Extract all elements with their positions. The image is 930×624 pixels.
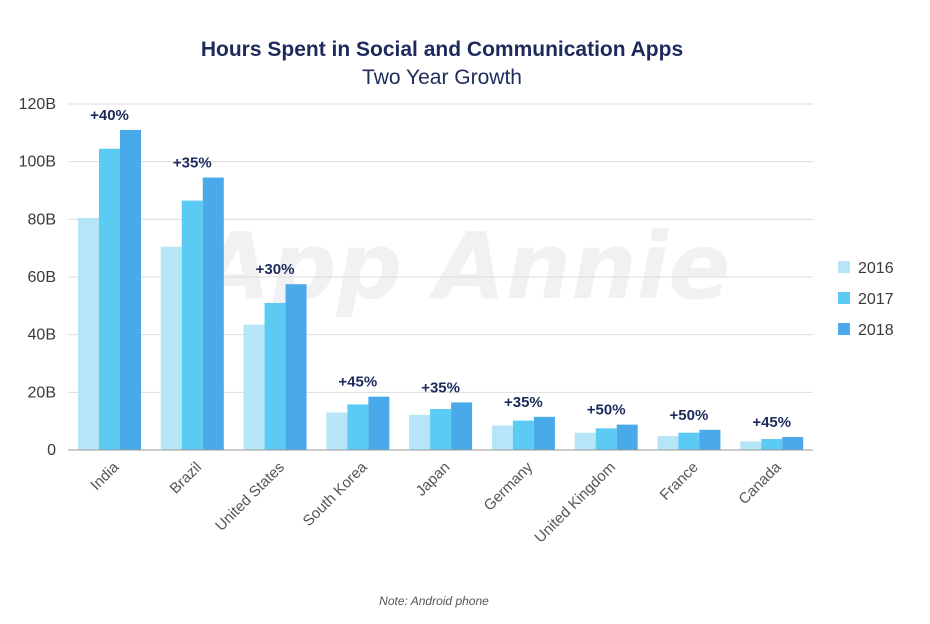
y-tick-label: 100B	[19, 154, 56, 171]
x-tick-label: Canada	[735, 458, 785, 508]
x-axis-labels: India Brazil United States South Korea Japan…	[87, 458, 785, 546]
growth-label: +35%	[421, 379, 460, 396]
watermark: App Annie	[193, 213, 730, 320]
chart-subtitle: Two Year Growth	[362, 66, 522, 89]
bar-2016	[574, 432, 596, 450]
bar-2017	[761, 439, 783, 450]
bar-2017	[595, 428, 617, 450]
y-tick-label: 0	[47, 442, 56, 459]
x-tick-label: India	[87, 458, 122, 493]
x-tick-label: Germany	[481, 458, 537, 514]
x-tick-label: United Kingdom	[532, 459, 619, 546]
legend-label: 2018	[858, 322, 894, 339]
y-tick-label: 120B	[19, 96, 56, 113]
bar-2017	[347, 404, 369, 450]
y-axis-ticks: 0 20B 40B 60B 80B 100B 120B	[19, 96, 56, 459]
bars	[78, 129, 804, 451]
growth-label: +40%	[90, 107, 129, 124]
bar-2016	[657, 436, 679, 450]
bar-2018	[533, 416, 555, 450]
bar-2016	[160, 246, 182, 450]
bar-2016	[243, 324, 265, 450]
growth-label: +50%	[587, 402, 626, 419]
bar-2018	[285, 284, 307, 450]
growth-label: +45%	[752, 414, 791, 431]
bar-2016	[740, 441, 762, 450]
legend-swatch-2017	[838, 292, 850, 304]
bar-2018	[451, 402, 473, 450]
bar-2017	[430, 409, 452, 450]
x-tick-label: Japan	[413, 459, 454, 500]
legend-swatch-2018	[838, 323, 850, 335]
bar-2017	[181, 200, 203, 450]
growth-label: +35%	[504, 394, 543, 411]
bar-2017	[99, 148, 120, 451]
bar-2018	[202, 177, 224, 450]
bar-2017	[264, 302, 286, 450]
bar-2017	[678, 432, 700, 450]
bar-2018	[120, 129, 141, 450]
bar-2016	[326, 412, 348, 450]
footnote: Note: Android phone	[379, 594, 489, 608]
legend-label: 2016	[858, 260, 894, 277]
legend: 2016 2017 2018	[838, 260, 894, 339]
bar-2018	[782, 437, 804, 450]
growth-label: +35%	[173, 155, 212, 172]
legend-label: 2017	[858, 291, 894, 308]
chart-title: Hours Spent in Social and Communication …	[201, 38, 683, 61]
bar-2016	[409, 414, 431, 450]
bar-2017	[512, 420, 534, 450]
x-tick-label: United States	[212, 459, 288, 535]
growth-label: +30%	[256, 261, 295, 278]
growth-label: +45%	[338, 374, 377, 391]
y-tick-label: 80B	[28, 211, 56, 228]
x-tick-label: France	[657, 459, 702, 504]
bar-2018	[616, 424, 638, 450]
data-labels: +40% +35% +30% +45% +35% +35% +50% +50% +45%	[90, 107, 791, 431]
bar-2016	[491, 425, 513, 450]
y-tick-label: 60B	[28, 269, 56, 286]
x-tick-label: South Korea	[300, 458, 371, 529]
bar-2016	[78, 217, 99, 450]
bar-2018	[368, 396, 390, 450]
x-tick-label: Brazil	[167, 459, 206, 498]
y-tick-label: 20B	[28, 384, 56, 401]
y-tick-label: 40B	[28, 327, 56, 344]
bar-2018	[699, 429, 721, 450]
legend-swatch-2016	[838, 261, 850, 273]
growth-label: +50%	[670, 407, 709, 424]
